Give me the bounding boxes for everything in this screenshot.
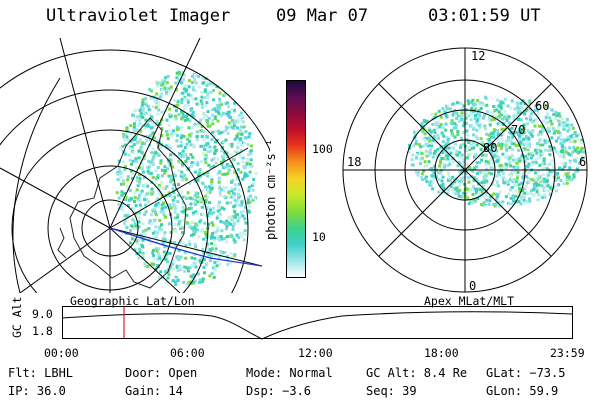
- date-label: 09 Mar 07: [276, 6, 369, 26]
- mlt-label-0: 0: [469, 279, 476, 293]
- time-label: 03:01:59 UT: [428, 6, 541, 26]
- status-glat: GLat: −73.5: [486, 366, 566, 380]
- colorbar-unit-label: photon cm⁻²s⁻¹: [264, 138, 278, 240]
- status-flt: Flt: LBHL: [8, 366, 74, 380]
- status-seq: Seq: 39: [366, 384, 417, 398]
- status-mode: Mode: Normal: [246, 366, 333, 380]
- mlt-label-6: 6: [579, 155, 586, 169]
- apex-title: Apex MLat/MLT: [424, 294, 515, 308]
- lat-label-80: 80: [483, 141, 497, 155]
- status-ip: IP: 36.0: [8, 384, 66, 398]
- geographic-image: [0, 38, 270, 293]
- colorbar-tick-100: 100: [312, 142, 333, 156]
- status-dsp: Dsp: −3.6: [246, 384, 312, 398]
- time-tick-0600: 06:00: [170, 346, 205, 360]
- gc-alt-axis-label: GC Alt: [10, 296, 24, 338]
- status-gain: Gain: 14: [125, 384, 183, 398]
- time-tick-0000: 00:00: [44, 346, 79, 360]
- altitude-strip: [62, 306, 573, 340]
- geographic-title: Geographic Lat/Lon: [70, 294, 195, 308]
- instrument-title: Ultraviolet Imager: [46, 6, 231, 26]
- time-tick-2359: 23:59: [550, 346, 585, 360]
- time-tick-1800: 18:00: [424, 346, 459, 360]
- aurora-emission: [115, 70, 258, 286]
- colorbar-tick-10: 10: [312, 230, 326, 244]
- mlt-label-18: 18: [347, 155, 361, 169]
- gc-alt-min: 1.8: [32, 324, 53, 338]
- status-gc-alt: GC Alt: 8.4 Re: [366, 366, 468, 380]
- lat-label-60: 60: [535, 99, 549, 113]
- status-door: Door: Open: [125, 366, 198, 380]
- colorbar: 100 10: [286, 80, 333, 278]
- polar-plot: 12 18 6 0 60 70 80: [342, 47, 588, 293]
- gc-alt-max: 9.0: [32, 307, 53, 321]
- lat-label-70: 70: [511, 123, 525, 137]
- time-tick-1200: 12:00: [298, 346, 333, 360]
- status-glon: GLon: 59.9: [486, 384, 559, 398]
- mlt-label-12: 12: [471, 49, 485, 63]
